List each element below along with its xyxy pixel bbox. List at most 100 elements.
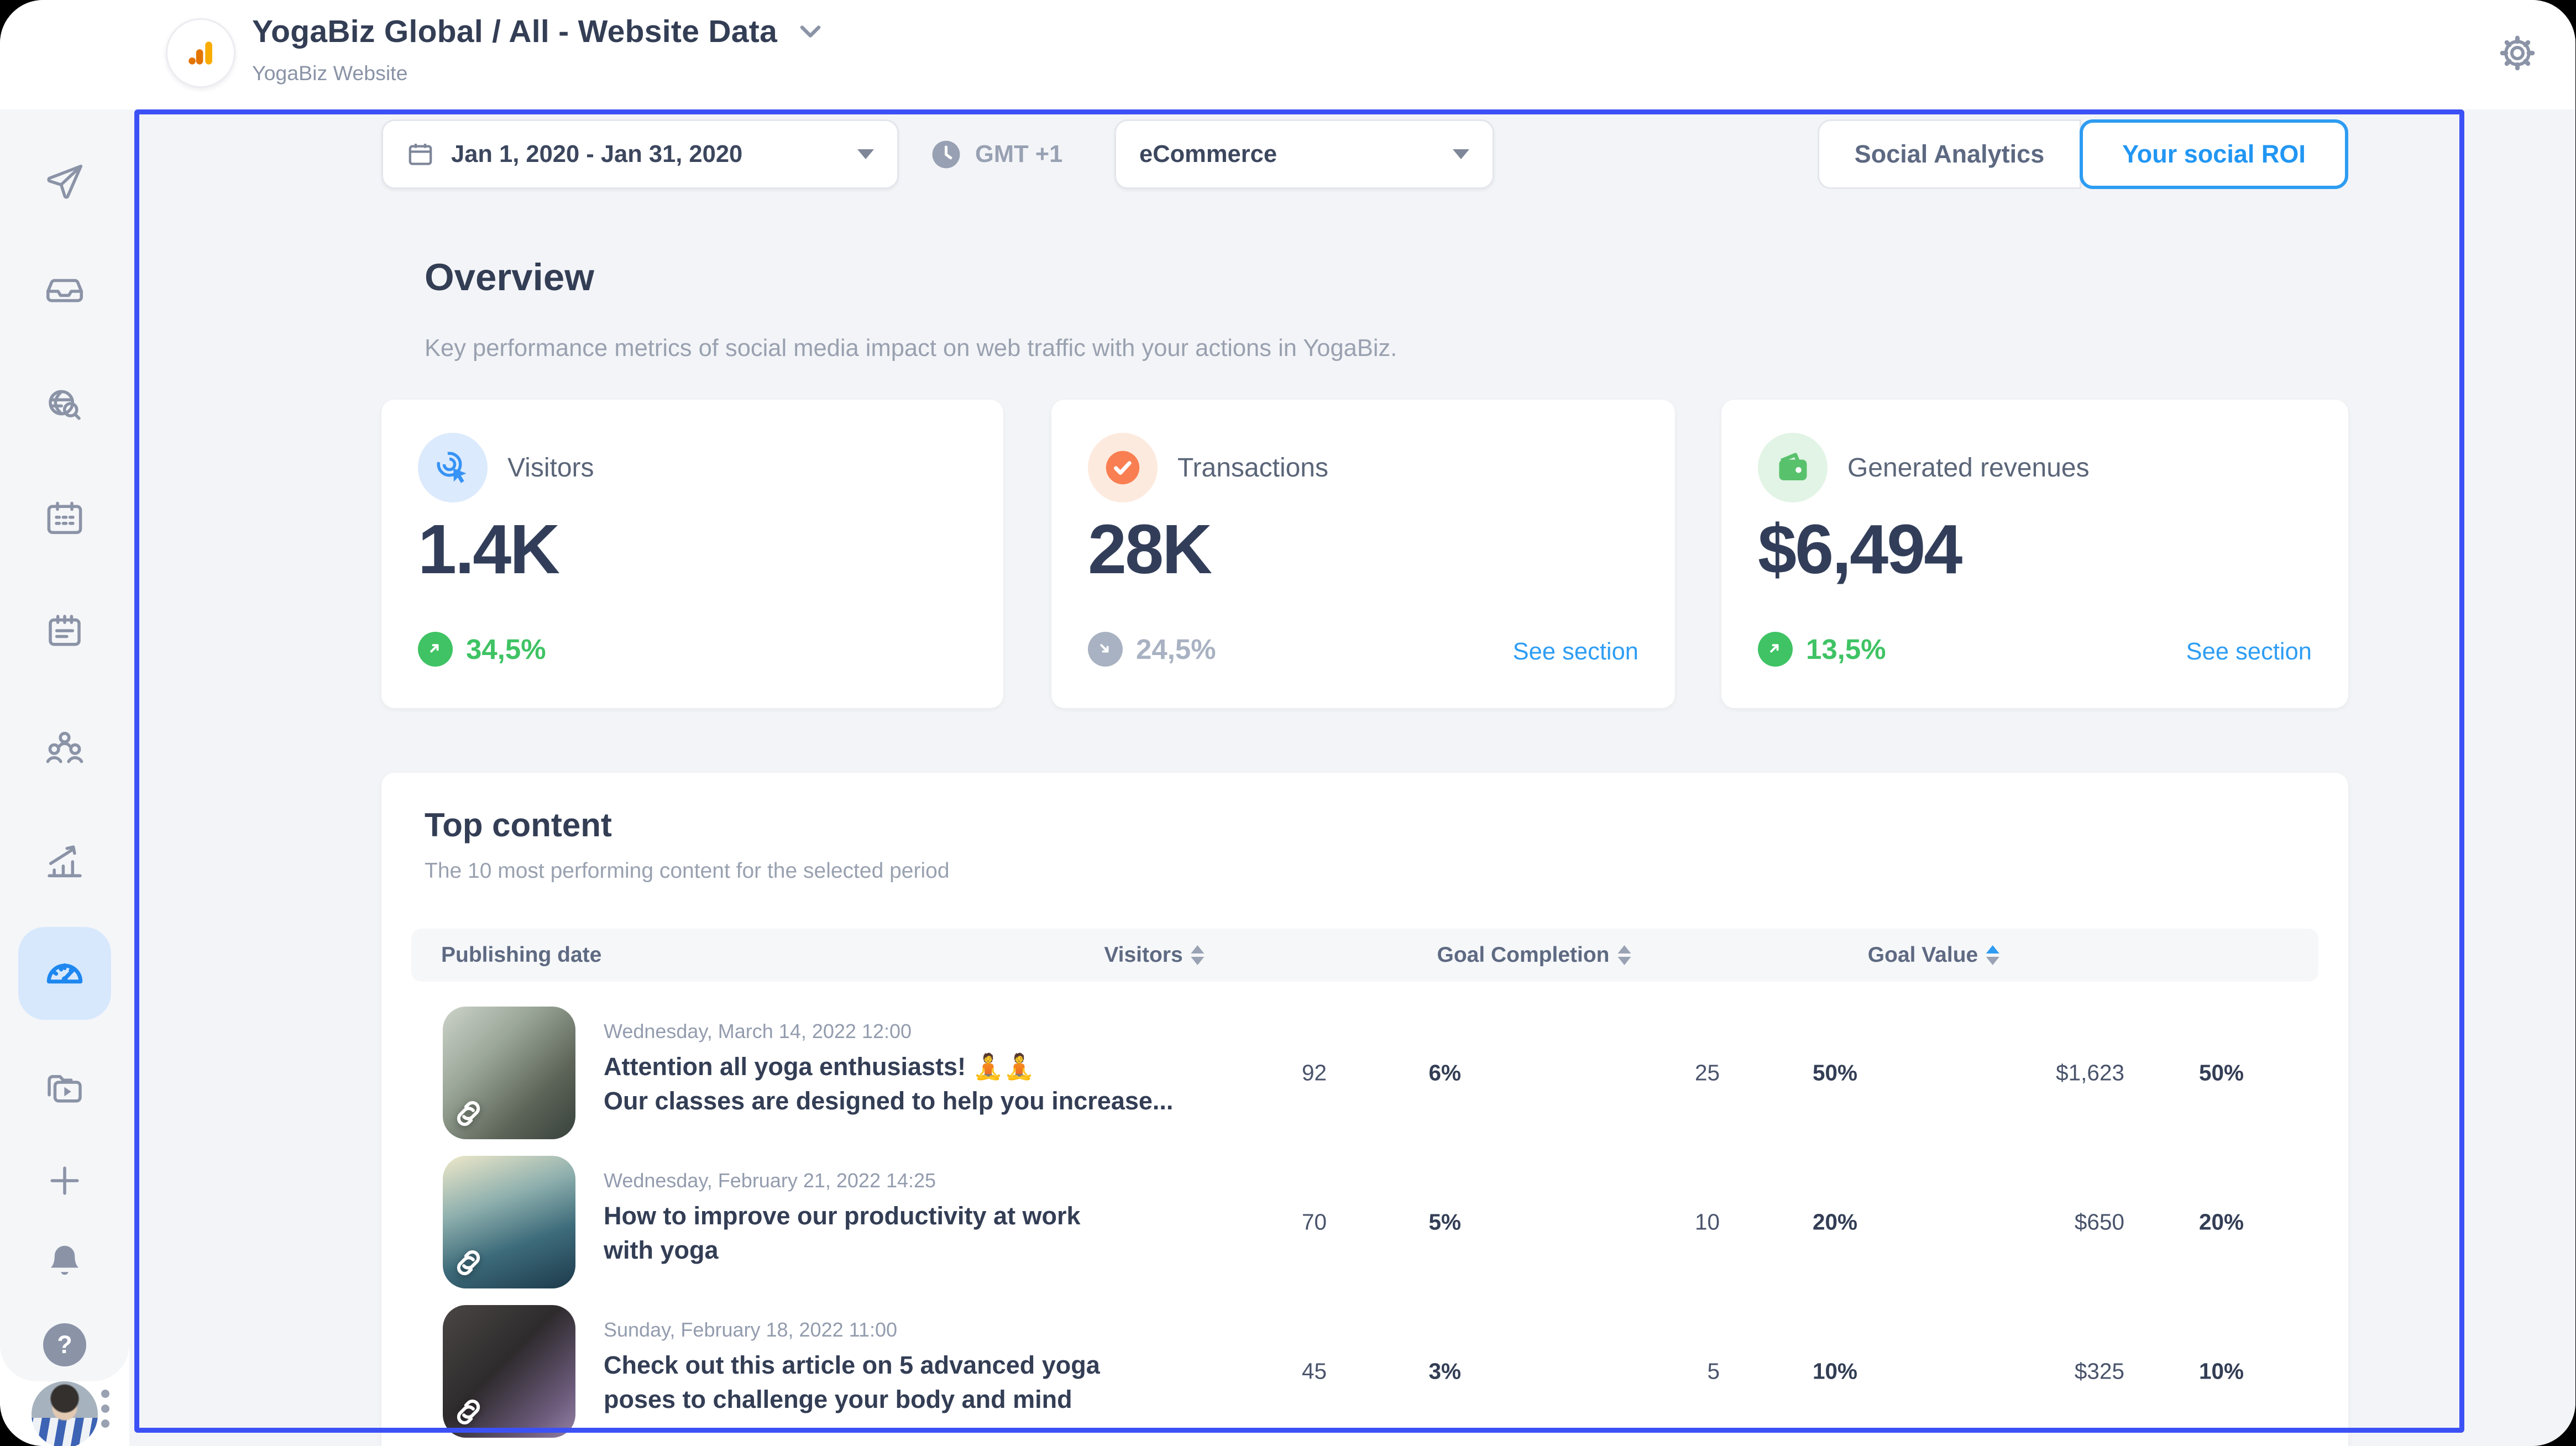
metric-change: 34,5% (418, 632, 546, 667)
metric-card-visitors: Visitors 1.4K 34,5% (381, 400, 1003, 708)
link-icon (457, 1250, 480, 1276)
metric-card-transactions: Transactions 28K 24,5% See section (1051, 400, 1675, 708)
top-content-subtitle: The 10 most performing content for the s… (425, 859, 950, 883)
clock-icon (932, 140, 960, 168)
see-section-link[interactable]: See section (1512, 638, 1638, 665)
media-library-icon[interactable] (43, 1068, 86, 1111)
publish-date: Sunday, February 18, 2022 11:00 (604, 1318, 898, 1341)
reports-icon[interactable] (43, 839, 86, 882)
publish-date: Wednesday, February 21, 2022 14:25 (604, 1169, 936, 1192)
goal-value: $650 (2074, 1209, 2124, 1235)
metric-card-revenues: Generated revenues $6,494 13,5% See sect… (1721, 400, 2348, 708)
goal-completion-value: 10 (1694, 1209, 1720, 1235)
top-content-card: Top content The 10 most performing conte… (381, 773, 2348, 1446)
link-icon (457, 1399, 480, 1425)
visitors-pct: 5% (1428, 1209, 1461, 1235)
metric-label: Generated revenues (1847, 453, 2090, 483)
check-circle-icon (1088, 433, 1158, 502)
table-row[interactable]: Wednesday, March 14, 2022 12:00 Attentio… (411, 998, 2318, 1148)
timezone-indicator: GMT +1 (929, 119, 1062, 189)
content-thumbnail[interactable] (443, 1156, 575, 1288)
goal-completion-value: 25 (1694, 1060, 1720, 1086)
metric-label: Visitors (507, 453, 594, 483)
goal-value-pct: 10% (2198, 1358, 2244, 1384)
goal-filter-value: eCommerce (1139, 140, 1277, 167)
analytics-tabs: Social Analytics Your social ROI (1818, 119, 2348, 189)
social-listening-icon[interactable] (43, 385, 86, 428)
visitors-pct: 3% (1428, 1358, 1461, 1384)
sort-icons (1191, 945, 1205, 965)
link-icon (457, 1101, 480, 1127)
content-title: Check out this article on 5 advanced yog… (604, 1351, 1100, 1414)
trend-up-icon (418, 632, 453, 667)
google-analytics-icon (166, 18, 235, 88)
metric-label: Transactions (1177, 453, 1328, 483)
metric-value: 1.4K (418, 510, 560, 588)
overview-subtitle: Key performance metrics of social media … (425, 335, 1397, 362)
inbox-icon[interactable] (43, 269, 86, 312)
account-subtitle: YogaBiz Website (252, 61, 408, 85)
notes-icon[interactable] (43, 610, 86, 653)
sort-icons (1617, 945, 1631, 965)
gear-icon[interactable] (2496, 32, 2539, 75)
top-content-title: Top content (425, 806, 612, 843)
help-icon[interactable] (43, 1323, 86, 1366)
date-range-picker[interactable]: Jan 1, 2020 - Jan 31, 2020 (381, 119, 899, 189)
goal-completion-pct: 20% (1812, 1209, 1857, 1235)
content-title: Attention all yoga enthusiasts! 🧘🧘 Our cl… (604, 1052, 1174, 1115)
publish-date: Wednesday, March 14, 2022 12:00 (604, 1020, 912, 1042)
account-switcher[interactable]: YogaBiz Global / All - Website Data (252, 13, 827, 50)
goal-completion-pct: 10% (1812, 1358, 1857, 1384)
tab-your-social-roi[interactable]: Your social ROI (2080, 119, 2348, 189)
overview-title: Overview (425, 256, 594, 298)
top-header: YogaBiz Global / All - Website Data Yoga… (129, 0, 2575, 109)
content-thumbnail[interactable] (443, 1305, 575, 1438)
visitors-pct: 6% (1428, 1060, 1461, 1086)
goal-filter-select[interactable]: eCommerce (1114, 119, 1494, 189)
column-header-publishing-date: Publishing date (441, 943, 602, 967)
visitors-value: 45 (1301, 1358, 1327, 1384)
metric-change: 24,5% (1088, 632, 1216, 667)
roi-gauge-icon[interactable] (18, 927, 111, 1020)
column-header-goal-completion[interactable]: Goal Completion (1437, 929, 1631, 982)
column-header-goal-value[interactable]: Goal Value (1868, 929, 2000, 982)
main-content: Jan 1, 2020 - Jan 31, 2020 GMT +1 eComme… (129, 109, 2575, 1446)
visitors-value: 70 (1301, 1209, 1327, 1235)
timezone-label: GMT +1 (975, 140, 1063, 167)
user-avatar[interactable] (32, 1381, 98, 1446)
sort-icons (1986, 945, 2000, 965)
metric-value: $6,494 (1758, 510, 1962, 588)
date-range-value: Jan 1, 2020 - Jan 31, 2020 (451, 140, 743, 167)
kebab-menu-icon[interactable] (101, 1390, 111, 1434)
see-section-link[interactable]: See section (2186, 638, 2312, 665)
metric-value: 28K (1088, 510, 1212, 588)
caret-down-icon (857, 149, 874, 159)
trend-up-icon (1758, 632, 1793, 667)
wallet-icon (1758, 433, 1828, 502)
caret-down-icon (1453, 149, 1469, 159)
metric-change: 13,5% (1758, 632, 1886, 667)
column-header-visitors[interactable]: Visitors (1104, 929, 1205, 982)
content-thumbnail[interactable] (443, 1007, 575, 1139)
table-row[interactable]: Sunday, February 18, 2022 11:00 Check ou… (411, 1297, 2318, 1446)
visitors-value: 92 (1301, 1060, 1327, 1086)
audience-icon[interactable] (43, 726, 86, 769)
goal-value: $1,623 (2056, 1060, 2124, 1086)
goal-completion-pct: 50% (1812, 1060, 1857, 1086)
page-title: YogaBiz Global / All - Website Data (252, 14, 778, 49)
content-title: How to improve our productivity at work w… (604, 1202, 1081, 1265)
bell-icon[interactable] (43, 1240, 86, 1283)
goal-value-pct: 20% (2198, 1209, 2244, 1235)
chevron-down-icon (800, 25, 821, 38)
trend-down-icon (1088, 632, 1123, 667)
sidebar (0, 0, 129, 1446)
goal-value-pct: 50% (2198, 1060, 2244, 1086)
goal-value: $325 (2074, 1358, 2124, 1384)
tab-social-analytics[interactable]: Social Analytics (1818, 119, 2081, 189)
paper-plane-icon[interactable] (43, 161, 86, 204)
plus-icon[interactable] (43, 1159, 86, 1202)
calendar-icon (409, 143, 432, 165)
calendar-icon[interactable] (43, 497, 86, 541)
table-row[interactable]: Wednesday, February 21, 2022 14:25 How t… (411, 1148, 2318, 1297)
